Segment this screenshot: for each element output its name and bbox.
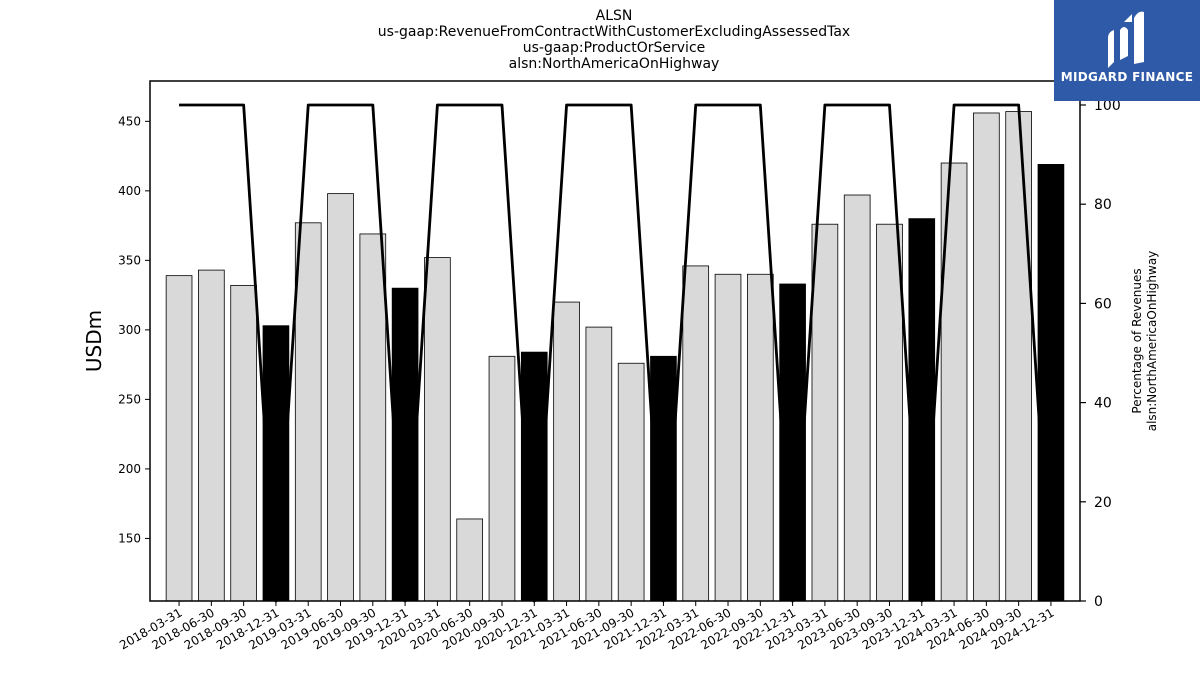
- title-line-1: us-gaap:RevenueFromContractWithCustomerE…: [378, 24, 850, 40]
- bar-2022-06-30: [714, 273, 742, 602]
- y2-tick-label: 40: [1094, 396, 1112, 412]
- bar-2021-03-31: [553, 301, 580, 602]
- bar-2019-12-31: [391, 287, 419, 602]
- bar-2019-03-31: [294, 222, 322, 602]
- percentage-line: [179, 103, 1053, 603]
- logo-mark-icon: [1108, 11, 1144, 68]
- bar-2024-12-31: [1037, 164, 1065, 602]
- title-line-2: us-gaap:ProductOrService: [523, 40, 706, 56]
- percentage-line-group: [179, 103, 1053, 603]
- y-axis-right: 0 20 40 60 80 100: [1080, 98, 1121, 610]
- plot-frame: [149, 80, 1081, 602]
- bar-2023-09-30: [876, 223, 903, 602]
- bar-2024-06-30: [973, 112, 1000, 602]
- bar-2019-06-30: [327, 193, 354, 602]
- y-tick-label: 250: [118, 392, 141, 406]
- y2-tick-label: 80: [1094, 197, 1112, 213]
- midgard-finance-logo: MIDGARD FINANCE: [1054, 0, 1200, 101]
- y-axis-label: USDm: [82, 310, 106, 372]
- y2-tick-label: 0: [1094, 594, 1103, 610]
- title-line-3: alsn:NorthAmericaOnHighway: [509, 56, 720, 72]
- y2-tick-label: 20: [1094, 495, 1112, 511]
- y-tick-label: 150: [118, 531, 141, 545]
- title-line-0: ALSN: [596, 8, 633, 24]
- bar-2018-09-30: [230, 284, 257, 602]
- bar-2018-03-31: [165, 275, 193, 602]
- y2-axis-label: Percentage of Revenues alsn:NorthAmericaO…: [1130, 251, 1159, 432]
- bar-2018-06-30: [198, 269, 225, 602]
- x-axis: 2018-03-312018-06-302018-09-302018-12-31…: [117, 601, 1056, 652]
- y-tick-label: 400: [118, 184, 141, 198]
- bar-2019-09-30: [359, 233, 387, 602]
- y-tick-label: 300: [118, 323, 141, 337]
- bar-2022-03-31: [682, 265, 710, 602]
- y2-tick-label: 100: [1094, 98, 1121, 114]
- bar-2021-09-30: [617, 362, 645, 602]
- y2-label-line-1: alsn:NorthAmericaOnHighway: [1145, 251, 1159, 432]
- y-tick-label: 350: [118, 253, 141, 267]
- y2-tick-label: 60: [1094, 296, 1112, 312]
- bar-2024-09-30: [1005, 111, 1032, 602]
- y-tick-label: 450: [118, 114, 141, 128]
- logo-text: MIDGARD FINANCE: [1060, 70, 1194, 84]
- bar-2023-06-30: [843, 194, 871, 602]
- chart-title: ALSNus-gaap:RevenueFromContractWithCusto…: [378, 8, 850, 72]
- bar-2020-09-30: [488, 355, 516, 602]
- bar-2021-06-30: [585, 326, 613, 602]
- bar-2020-03-31: [424, 257, 451, 602]
- bar-2020-06-30: [456, 518, 484, 602]
- bar-2023-12-31: [908, 218, 936, 602]
- y-axis-left: 150 200 250 300 350 400 450: [118, 114, 150, 545]
- bar-2022-09-30: [746, 273, 774, 602]
- y-tick-label: 200: [118, 462, 141, 476]
- bar-2023-03-31: [811, 223, 839, 602]
- bars: [165, 111, 1065, 602]
- y2-label-line-0: Percentage of Revenues: [1130, 268, 1144, 413]
